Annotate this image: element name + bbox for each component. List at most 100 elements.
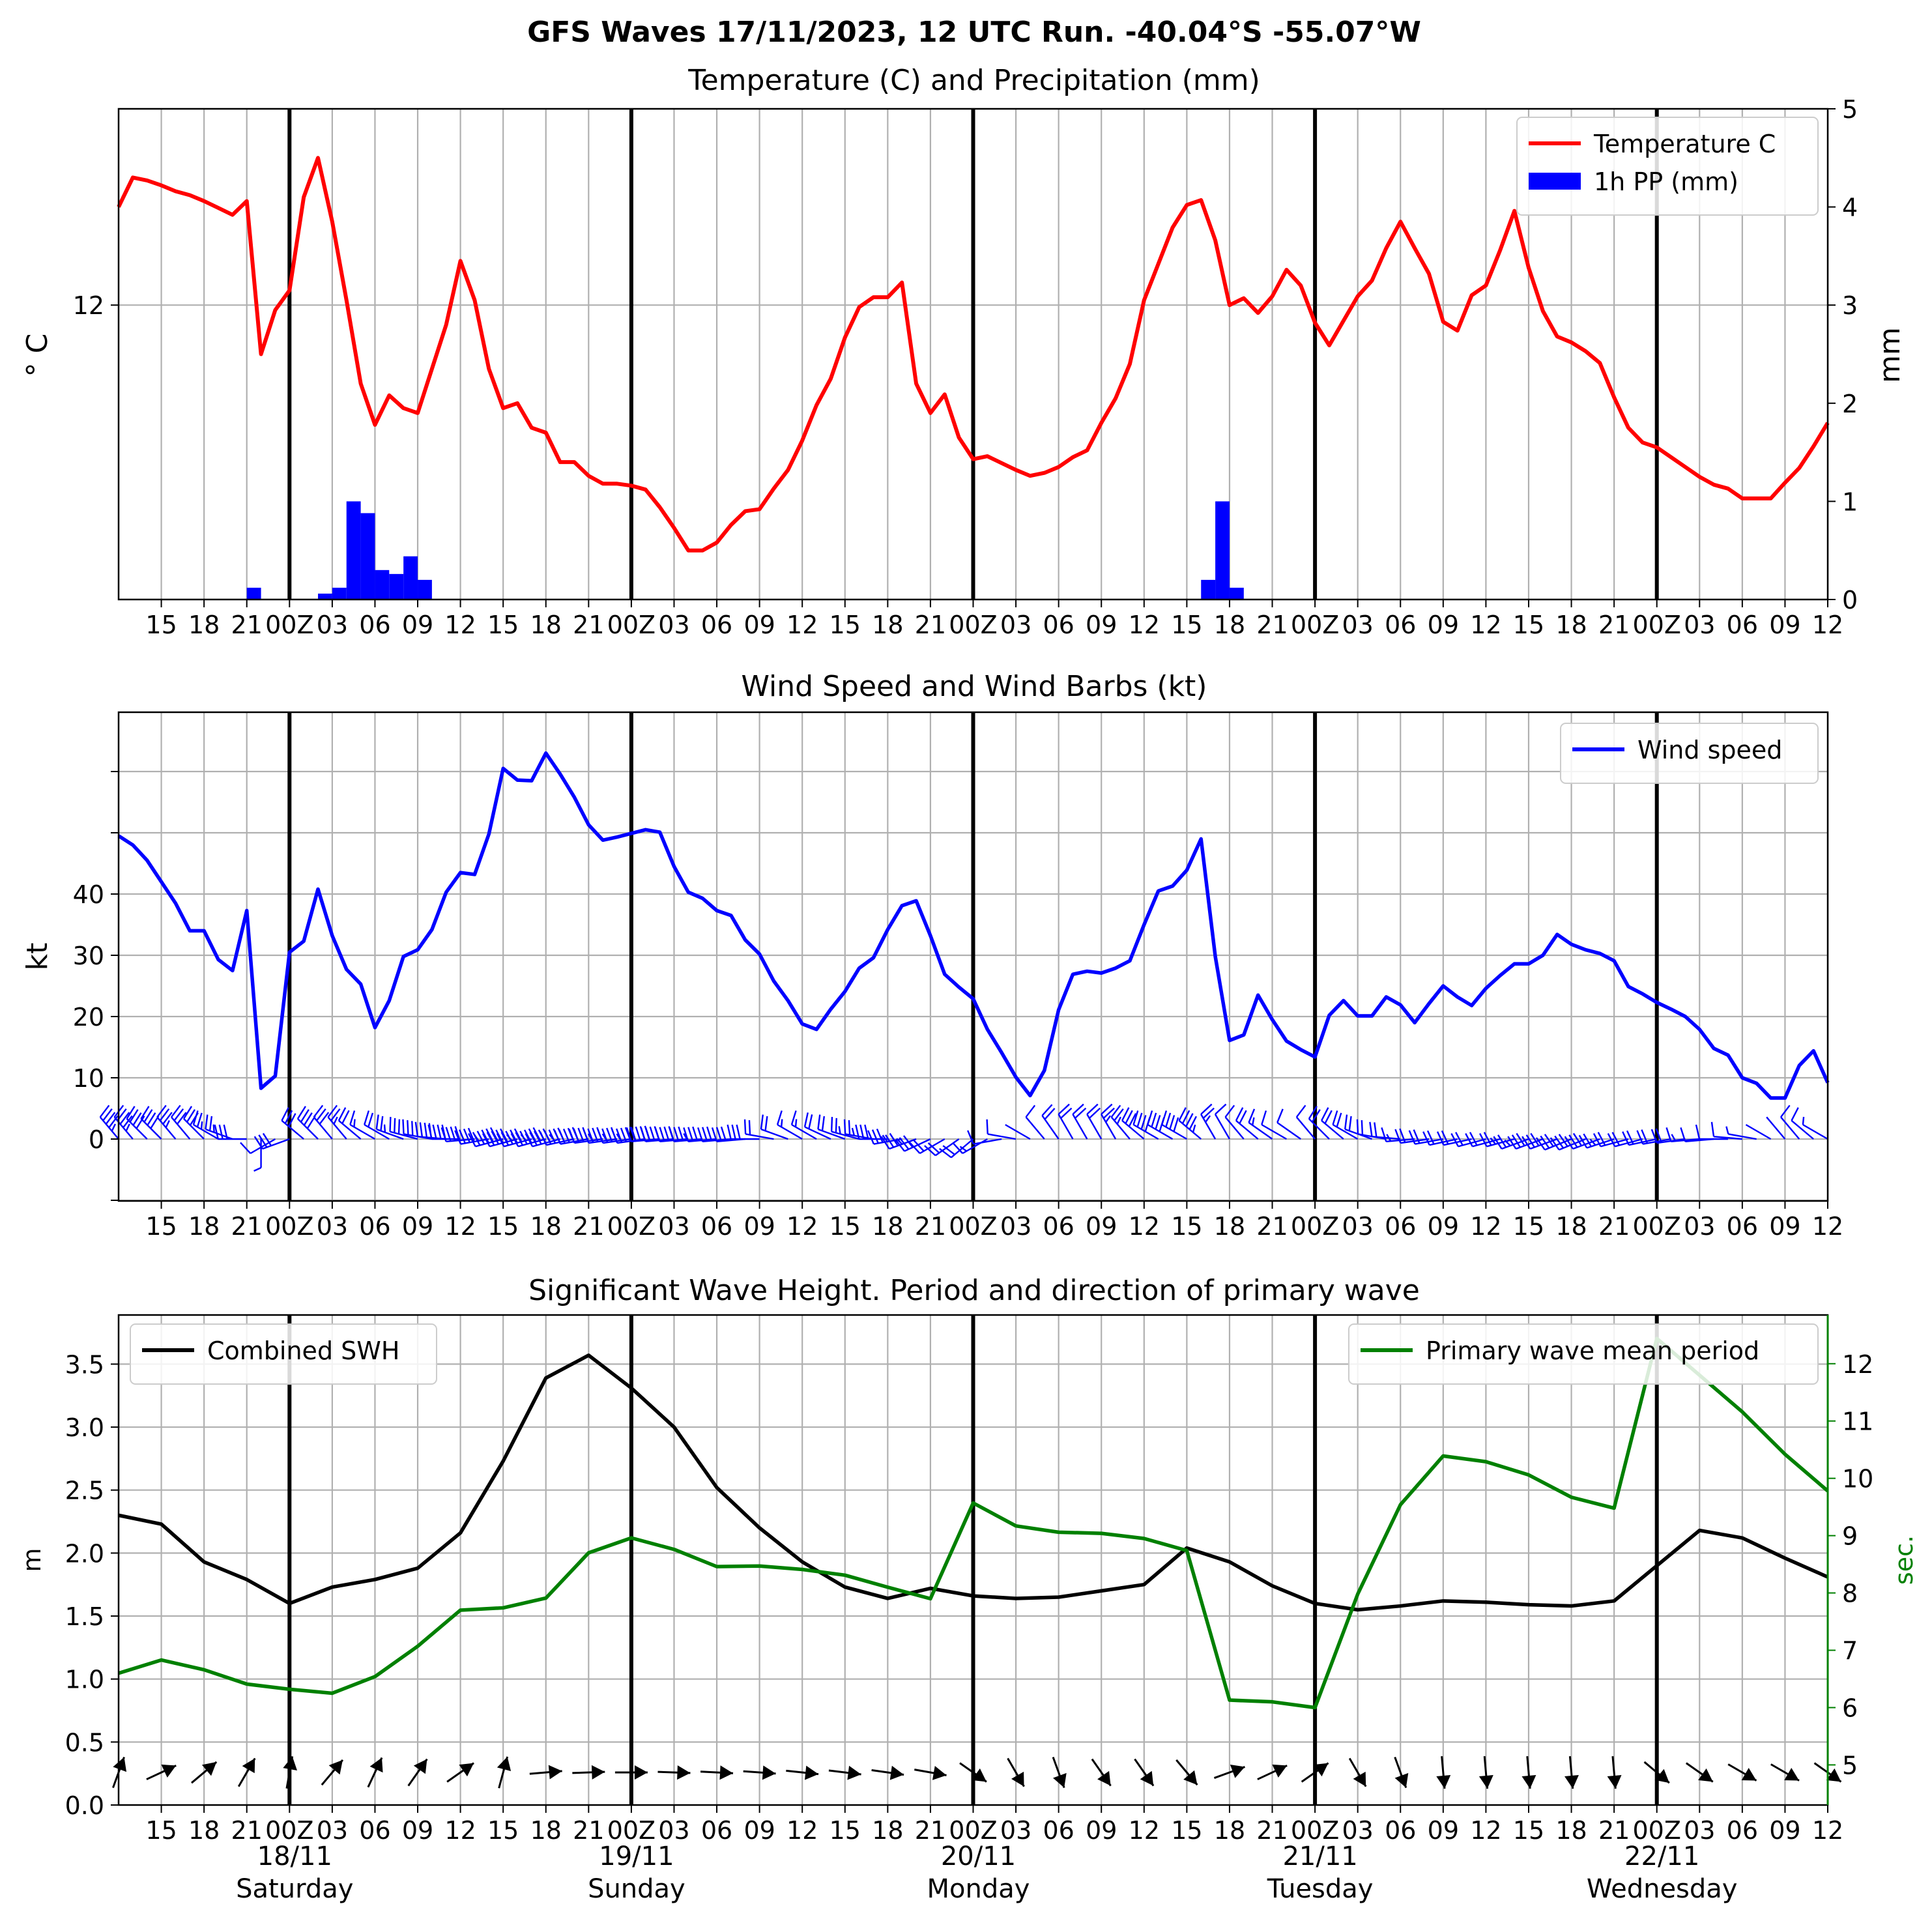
x-tick-label: 09 [743, 1212, 775, 1241]
temp-precip-title: Temperature (C) and Precipitation (mm) [687, 64, 1260, 97]
wind-barb-staff [831, 1131, 859, 1140]
wind-barb-feather [1151, 1112, 1157, 1127]
x-tick-label: 15 [1171, 1816, 1202, 1845]
legend-frame [1560, 723, 1819, 784]
wind-barb-feather [562, 1128, 570, 1143]
wind-barb-feather [1572, 1133, 1583, 1146]
x-tick-label: 12 [1129, 1816, 1160, 1845]
x-tick-label: 15 [1171, 611, 1202, 639]
wind-barb-feather [626, 1127, 632, 1142]
wind-barb-feather [1426, 1130, 1435, 1145]
wind-barb-feather [1540, 1135, 1550, 1149]
x-tick-label: 00Z [607, 611, 656, 639]
wind-barb-staff [1415, 1138, 1444, 1145]
x-tick-label: 03 [1000, 1816, 1031, 1845]
wind-barb-feather [338, 1107, 347, 1121]
wind-barb-feather [1116, 1116, 1121, 1125]
arrow-head [497, 1756, 512, 1772]
wind-barb-feather [1121, 1107, 1130, 1121]
wind-barb-feather [1178, 1107, 1187, 1121]
wind-barb-feather [543, 1130, 552, 1145]
wind-barb-staff [1321, 1119, 1344, 1140]
wind-barb-staff [1780, 1116, 1800, 1140]
wind-barb-feather [427, 1124, 433, 1140]
wind-barb [1381, 1127, 1415, 1143]
wave-direction-arrow [1348, 1757, 1367, 1787]
wind-barb-feather [630, 1127, 637, 1142]
arrow-head [972, 1768, 987, 1782]
x-tick-label: 21 [1598, 1212, 1630, 1241]
wind-barb-feather [1336, 1112, 1342, 1127]
wind-barb-staff [327, 1116, 347, 1140]
day-date-label: 22/11 [1624, 1842, 1699, 1871]
x-tick-label: 21 [915, 611, 946, 639]
x-tick-label: 00Z [1633, 611, 1681, 639]
wind-barb-feather [654, 1127, 661, 1142]
wind-barb-feather [1578, 1134, 1588, 1149]
x-tick-label: 12 [444, 1816, 476, 1845]
arrow-head [1564, 1775, 1579, 1789]
x-tick-label: 00Z [1291, 611, 1339, 639]
wind-barb-feather [859, 1124, 865, 1140]
precip-bar [246, 587, 261, 599]
wind-barb-feather [125, 1123, 130, 1132]
wind-barb-feather [1147, 1110, 1153, 1125]
wind-barb [1578, 1133, 1615, 1149]
legend-swatch [1529, 173, 1581, 190]
wind-barb-feather [1074, 1107, 1087, 1119]
x-tick-label: 15 [1171, 1212, 1202, 1241]
y-tick-label: 0 [89, 1125, 104, 1154]
wind-barb-feather [720, 1126, 727, 1141]
wind-barb [1178, 1107, 1202, 1140]
wind-barb-staff [1295, 1116, 1316, 1140]
wind-barb-feather [1381, 1127, 1387, 1142]
wind-barb [253, 1133, 290, 1150]
wind-barb [364, 1110, 390, 1140]
x-tick-label: 18 [1214, 611, 1245, 639]
precip-bar [1215, 501, 1230, 599]
wind-barb-feather [1479, 1133, 1488, 1147]
wind-barb [1132, 1110, 1159, 1140]
y-tick-label: 3.5 [65, 1350, 104, 1379]
wind-barb-feather [706, 1126, 713, 1141]
wind-barb-feather [692, 1126, 699, 1141]
wind-barb-feather [1025, 1105, 1036, 1118]
wind-barb-feather [440, 1127, 447, 1142]
x-tick-label: 03 [1000, 1212, 1031, 1241]
wind-barb [1450, 1132, 1486, 1148]
wind-barb-staff [1766, 1116, 1786, 1140]
wind-barb-feather [573, 1128, 580, 1143]
wind-barb-staff [338, 1119, 362, 1140]
wave-direction-arrow [828, 1765, 861, 1780]
x-tick-label: 09 [743, 611, 775, 639]
y2-tick-label: 7 [1842, 1637, 1858, 1666]
wind-barb-feather [1324, 1110, 1333, 1124]
arrow-head [591, 1765, 605, 1780]
arrow-head [1353, 1771, 1366, 1787]
wind-barb-feather [1483, 1132, 1492, 1146]
wind-barb-feather [889, 1133, 899, 1146]
wind-barb-feather [467, 1127, 475, 1142]
wind-barb-staff [1248, 1121, 1273, 1140]
wind-barb-feather [1041, 1104, 1053, 1116]
wave-direction-arrow [529, 1765, 562, 1780]
wind-barb-feather [952, 1142, 964, 1154]
wind-barb-feather [1436, 1131, 1445, 1146]
wind-barb-feather [611, 1129, 618, 1144]
wind-barb-feather [606, 1127, 613, 1142]
x-tick-label: 03 [1342, 1212, 1373, 1241]
wind-barb-feather [200, 1121, 203, 1130]
legend-box: Wind speed [1560, 723, 1819, 784]
wind-barb-feather [554, 1130, 562, 1145]
wind-barb-staff [1224, 1116, 1245, 1140]
wind-barb-feather [1554, 1135, 1564, 1149]
wind-barb-feather [165, 1119, 170, 1128]
wave-direction-arrow [1643, 1761, 1670, 1784]
wind-barb-feather [663, 1126, 670, 1141]
wind-barb-feather [1369, 1121, 1373, 1137]
wind-barb-feather [515, 1132, 524, 1146]
wind-barb-feather [1441, 1130, 1449, 1145]
y-tick-label: 3.0 [65, 1413, 104, 1442]
y2-tick-label: 1 [1842, 487, 1858, 516]
wind-barb-feather [1469, 1132, 1478, 1146]
